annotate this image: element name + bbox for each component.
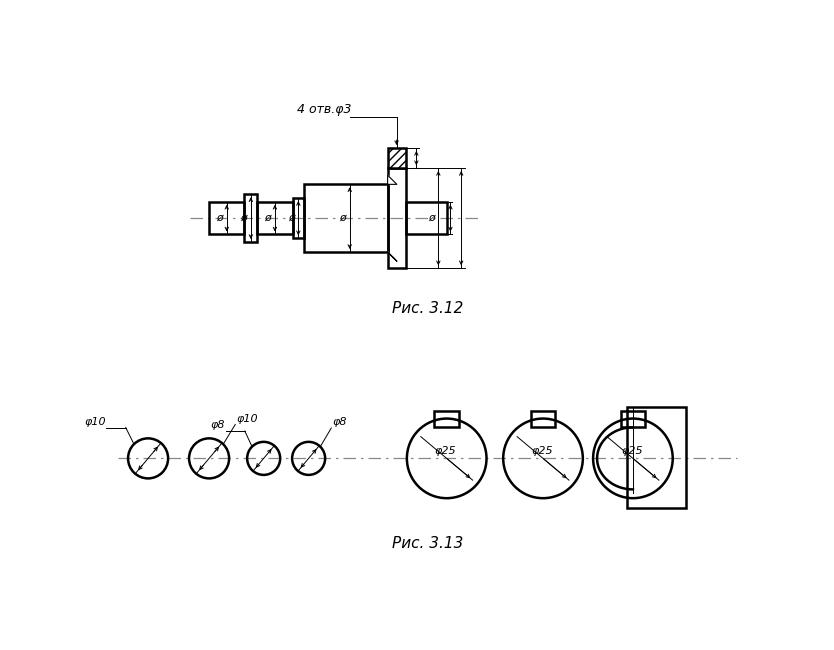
Bar (257, 202, 293, 235)
Bar (388, 148, 405, 168)
Bar (530, 411, 555, 427)
Text: 4 отв.φ3: 4 отв.φ3 (298, 103, 352, 116)
Text: ø: ø (428, 213, 435, 223)
Text: ø: ø (216, 213, 223, 223)
Text: φ10: φ10 (84, 417, 106, 427)
Polygon shape (388, 175, 397, 185)
Bar (388, 168, 405, 268)
Text: φ8: φ8 (332, 417, 347, 427)
Text: φ8: φ8 (210, 421, 225, 430)
Bar (405, 202, 447, 235)
Bar (293, 198, 304, 238)
Text: φ25: φ25 (621, 446, 643, 456)
Text: φ25: φ25 (435, 446, 456, 456)
Text: ø: ø (339, 213, 346, 223)
Bar (304, 185, 388, 252)
Text: Рис. 3.12: Рис. 3.12 (392, 301, 463, 316)
Text: Рис. 3.13: Рис. 3.13 (392, 536, 463, 551)
Bar (209, 202, 244, 235)
Text: ø: ø (264, 213, 271, 223)
Bar (244, 194, 257, 242)
Bar (435, 411, 459, 427)
Text: φ10: φ10 (236, 414, 258, 424)
Polygon shape (388, 252, 397, 261)
Bar (620, 411, 646, 427)
Bar (627, 408, 686, 508)
Text: ø: ø (288, 213, 294, 223)
Text: φ25: φ25 (531, 446, 553, 456)
Text: ø: ø (240, 213, 247, 223)
